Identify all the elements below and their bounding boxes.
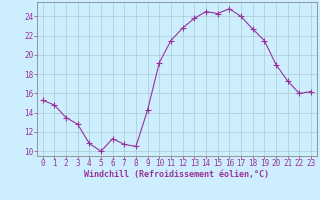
X-axis label: Windchill (Refroidissement éolien,°C): Windchill (Refroidissement éolien,°C): [84, 170, 269, 179]
